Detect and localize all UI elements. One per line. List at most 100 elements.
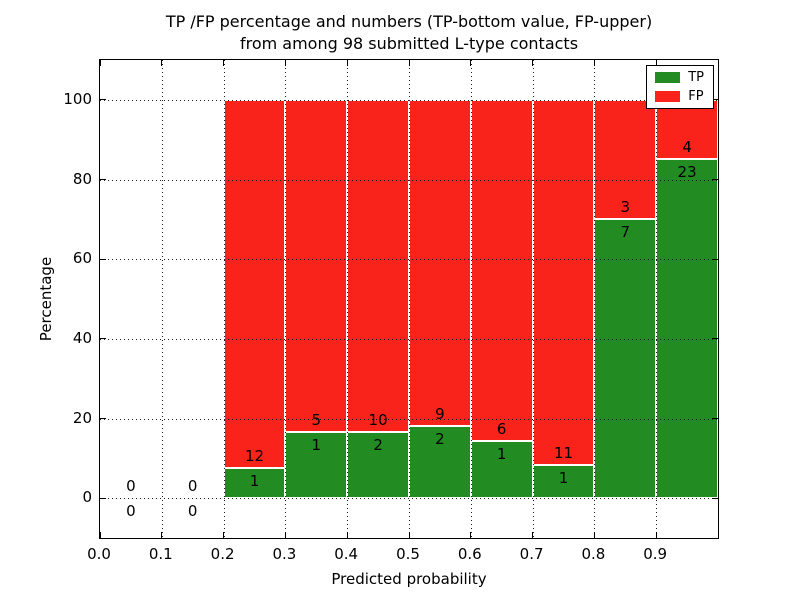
plot-area: TP FP 0 0 0 0 12 1 5 1 10 2 9 2 6 1 11 1 3 7 4 23 bbox=[99, 59, 719, 539]
tp-count-label: 2 bbox=[435, 429, 445, 448]
legend-label-fp: FP bbox=[688, 89, 704, 104]
fp-bar-segment bbox=[470, 99, 533, 442]
gridline-vertical bbox=[347, 60, 349, 538]
tp-count-label: 0 bbox=[126, 502, 136, 521]
y-tick bbox=[712, 258, 718, 260]
tp-count-label: 1 bbox=[249, 471, 260, 490]
legend-swatch-tp-icon bbox=[655, 72, 681, 83]
gridline-vertical bbox=[409, 60, 410, 538]
y-tick bbox=[712, 338, 718, 340]
tp-bar-segment bbox=[594, 219, 657, 499]
tp-bar-segment bbox=[532, 464, 595, 499]
tp-count-label: 1 bbox=[558, 468, 569, 487]
tp-count-label: 1 bbox=[496, 445, 507, 464]
fp-bar-segment bbox=[223, 99, 286, 468]
y-tick bbox=[712, 497, 718, 499]
x-tick bbox=[470, 60, 472, 66]
fp-bar-segment bbox=[347, 99, 409, 432]
x-tick bbox=[284, 532, 286, 538]
fp-count-label: 3 bbox=[620, 198, 631, 217]
x-tick bbox=[161, 532, 163, 538]
tp-bar-segment bbox=[285, 431, 348, 499]
tp-bar-segment bbox=[409, 425, 471, 499]
gridline-horizontal bbox=[100, 498, 718, 500]
x-tick-label: 0.1 bbox=[148, 545, 173, 563]
legend-label-tp: TP bbox=[688, 70, 704, 85]
y-tick-label: 0 bbox=[82, 488, 92, 507]
x-tick bbox=[593, 60, 595, 66]
x-tick bbox=[408, 60, 410, 66]
x-tick bbox=[223, 60, 225, 66]
fp-count-label: 0 bbox=[126, 477, 136, 496]
x-tick bbox=[99, 532, 101, 538]
x-tick-label: 0.0 bbox=[87, 545, 111, 563]
fp-count-label: 10 bbox=[368, 410, 388, 429]
tp-count-label: 1 bbox=[311, 435, 322, 454]
fp-count-label: 4 bbox=[682, 137, 692, 156]
gridline-vertical bbox=[470, 60, 472, 538]
gridline-vertical bbox=[532, 60, 534, 538]
fp-count-label: 0 bbox=[187, 477, 198, 496]
x-axis-label: Predicted probability bbox=[331, 570, 487, 588]
y-tick bbox=[100, 99, 106, 101]
gridline-horizontal bbox=[100, 338, 718, 340]
x-tick bbox=[346, 532, 348, 538]
fp-bar-segment bbox=[409, 99, 471, 426]
x-tick-label: 0.2 bbox=[210, 545, 235, 563]
x-tick bbox=[655, 532, 657, 538]
x-tick-label: 0.7 bbox=[519, 545, 544, 563]
x-tick bbox=[346, 60, 348, 66]
x-tick bbox=[470, 532, 472, 538]
tp-count-label: 23 bbox=[677, 162, 697, 181]
chart-title: TP /FP percentage and numbers (TP-bottom… bbox=[100, 11, 718, 55]
x-tick-label: 0.6 bbox=[457, 545, 482, 563]
chart-title-line2: from among 98 submitted L-type contacts bbox=[239, 34, 579, 53]
tp-count-label: 0 bbox=[187, 502, 198, 521]
fp-bar-segment bbox=[285, 99, 348, 432]
x-tick bbox=[284, 60, 286, 66]
y-tick-label: 20 bbox=[72, 408, 92, 427]
legend: TP FP bbox=[646, 65, 714, 109]
gridline-vertical bbox=[594, 60, 596, 538]
legend-item-tp: TP bbox=[655, 71, 704, 84]
y-tick bbox=[100, 258, 106, 260]
y-tick bbox=[100, 179, 106, 180]
x-tick bbox=[161, 60, 163, 66]
gridline-horizontal bbox=[100, 259, 718, 261]
gridline-vertical bbox=[656, 60, 658, 538]
x-tick-label: 0.3 bbox=[272, 545, 297, 563]
legend-swatch-fp-icon bbox=[655, 91, 681, 102]
x-tick bbox=[717, 60, 719, 66]
y-tick-label: 100 bbox=[63, 89, 92, 108]
chart-title-line1: TP /FP percentage and numbers (TP-bottom… bbox=[165, 12, 653, 31]
y-tick bbox=[712, 418, 718, 419]
x-tick bbox=[99, 60, 101, 66]
y-tick-label: 40 bbox=[72, 328, 92, 347]
x-tick bbox=[408, 532, 410, 538]
gridline-vertical bbox=[285, 60, 287, 538]
y-tick bbox=[100, 497, 106, 499]
tp-bar-segment bbox=[656, 158, 718, 499]
gridline-horizontal bbox=[100, 99, 718, 101]
fp-count-label: 6 bbox=[496, 420, 507, 439]
x-tick bbox=[593, 532, 595, 538]
x-tick bbox=[655, 60, 657, 66]
y-tick-label: 60 bbox=[72, 249, 92, 268]
y-tick bbox=[100, 338, 106, 340]
y-tick bbox=[712, 99, 718, 101]
gridline-vertical bbox=[223, 60, 225, 538]
legend-item-fp: FP bbox=[655, 90, 704, 103]
tp-bar-segment bbox=[223, 467, 286, 499]
y-tick-label: 80 bbox=[72, 169, 92, 188]
fp-count-label: 12 bbox=[244, 446, 265, 465]
x-tick-label: 0.4 bbox=[334, 545, 359, 563]
fp-count-label: 11 bbox=[553, 443, 574, 462]
y-tick bbox=[100, 418, 106, 419]
fp-count-label: 5 bbox=[311, 410, 322, 429]
tp-count-label: 2 bbox=[373, 435, 383, 454]
x-tick bbox=[717, 532, 719, 538]
x-tick bbox=[223, 532, 225, 538]
x-tick bbox=[532, 532, 534, 538]
x-tick-label: 0.9 bbox=[643, 545, 668, 563]
